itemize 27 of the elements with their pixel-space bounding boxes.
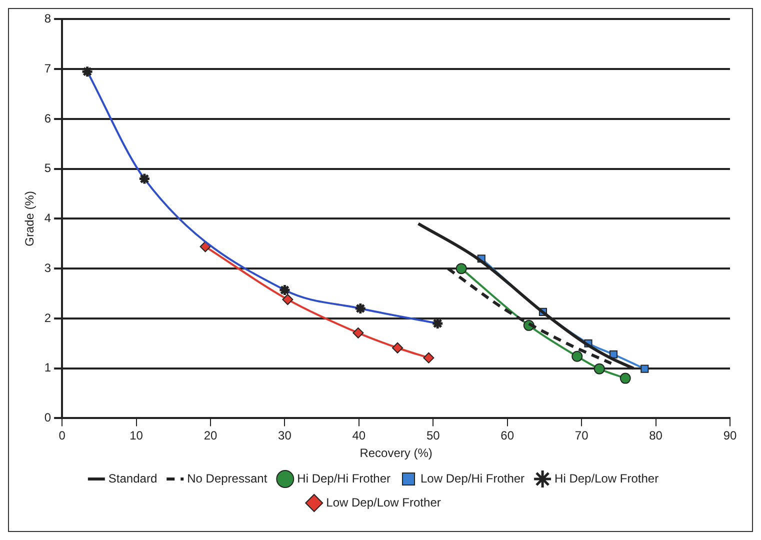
y-tick-label: 4	[44, 211, 52, 226]
x-tick-label: 90	[723, 428, 737, 443]
legend-label: Hi Dep/Hi Frother	[297, 471, 391, 486]
y-axis-title: Grade (%)	[22, 191, 37, 246]
legend-label: Low Dep/Low Frother	[326, 495, 441, 510]
y-tick-label: 1	[44, 360, 52, 375]
y-tick-label: 8	[44, 12, 52, 26]
legend-label: Hi Dep/Low Frother	[554, 471, 659, 486]
x-tick-label: 40	[352, 428, 366, 443]
x-tick-label: 80	[649, 428, 663, 443]
x-tick-label: 70	[574, 428, 589, 443]
y-tick-label: 5	[44, 161, 52, 176]
x-tick-label: 0	[58, 428, 66, 443]
y-tick-label: 6	[44, 111, 52, 126]
y-tick-label: 7	[44, 61, 52, 76]
legend-label: No Depressant	[187, 471, 268, 486]
y-tick-label: 0	[44, 410, 52, 425]
y-tick-label: 2	[44, 310, 52, 325]
x-tick-label: 20	[204, 428, 218, 443]
legend-label: Standard	[108, 471, 158, 486]
y-tick-label: 3	[44, 260, 52, 275]
x-tick-label: 60	[500, 428, 514, 443]
x-tick-label: 10	[130, 428, 144, 443]
x-axis-title: Recovery (%)	[360, 446, 432, 460]
legend-label: Low Dep/Hi Frother	[420, 471, 525, 486]
x-tick-label: 50	[426, 428, 440, 443]
x-tick-label: 30	[278, 428, 292, 443]
